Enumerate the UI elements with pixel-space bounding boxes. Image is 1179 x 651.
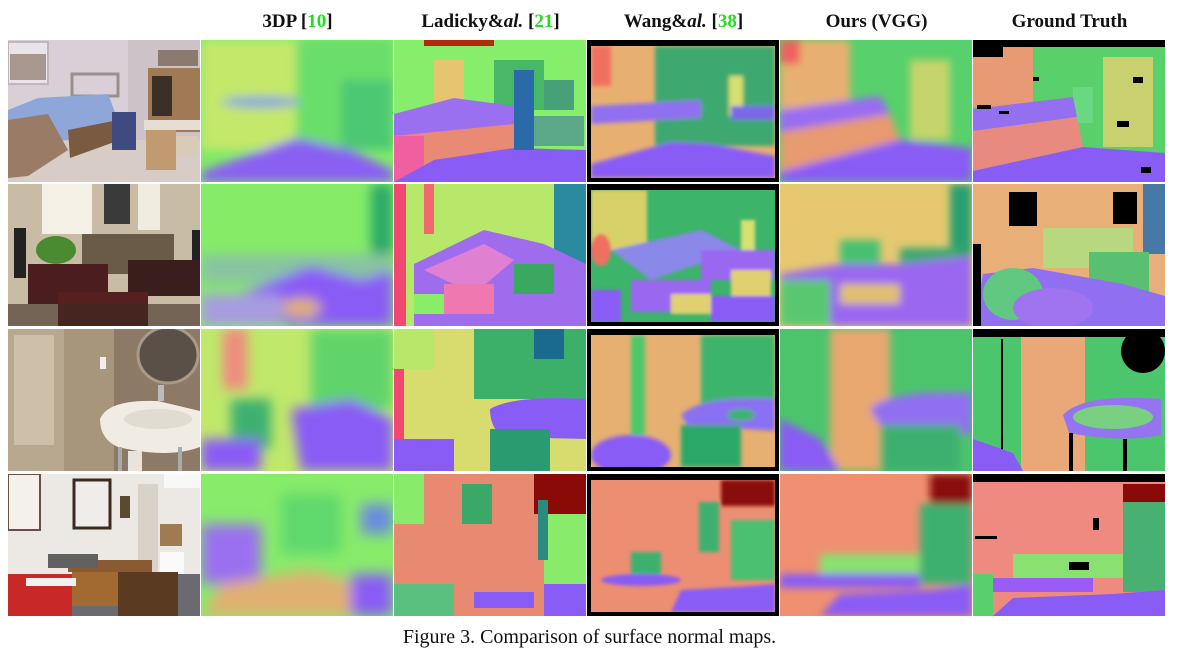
ground-truth-bathroom-normal-map: [973, 329, 1165, 471]
rgb-bathroom-image: [8, 329, 200, 471]
ladicky-living-room-normal-map: [394, 184, 586, 326]
rgb-living-room-image: [8, 184, 200, 326]
header-ladicky: Ladicky&al. [21]: [394, 8, 587, 36]
3dp-bathroom-normal-map: [201, 329, 393, 471]
image-grid: [8, 40, 1165, 617]
header-bracket: ]: [553, 11, 560, 32]
ladicky-office-normal-map: [394, 474, 586, 616]
ours-vgg-bathroom-normal-map: [780, 329, 972, 471]
3dp-office-normal-map: [201, 474, 393, 616]
ours-vgg-office-normal-map: [780, 474, 972, 616]
citation-link[interactable]: 21: [534, 11, 554, 32]
header-bracket: [: [523, 11, 535, 32]
header-label: Ground Truth: [1011, 11, 1128, 32]
ours-vgg-bedroom-normal-map: [780, 40, 972, 182]
3dp-bedroom-normal-map: [201, 40, 393, 182]
header-label: Wang&: [623, 11, 688, 32]
citation-link[interactable]: 10: [307, 11, 327, 32]
header-bracket: [: [706, 11, 718, 32]
header-ground-truth: Ground Truth: [973, 8, 1166, 36]
header-ours-vgg: Ours (VGG): [780, 8, 973, 36]
header-bracket: ]: [326, 11, 333, 32]
citation-link[interactable]: 38: [717, 11, 737, 32]
ladicky-bedroom-normal-map: [394, 40, 586, 182]
wang-bathroom-normal-map: [587, 329, 779, 471]
header-3dp: 3DP [10]: [201, 8, 394, 36]
ground-truth-bedroom-normal-map: [973, 40, 1165, 182]
header-label: 3DP [: [262, 11, 308, 32]
header-label: Ours (VGG): [825, 11, 928, 32]
ground-truth-office-normal-map: [973, 474, 1165, 616]
3dp-living-room-normal-map: [201, 184, 393, 326]
ground-truth-living-room-normal-map: [973, 184, 1165, 326]
header-wang: Wang&al. [38]: [587, 8, 780, 36]
rgb-office-image: [8, 474, 200, 616]
ladicky-bathroom-normal-map: [394, 329, 586, 471]
header-label: Ladicky&: [421, 11, 504, 32]
rgb-bedroom-image: [8, 40, 200, 182]
header-label-italic: al.: [687, 11, 707, 32]
header-bracket: ]: [736, 11, 744, 32]
wang-living-room-normal-map: [587, 184, 779, 326]
wang-office-normal-map: [587, 474, 779, 616]
figure-caption: Figure 3. Comparison of surface normal m…: [402, 626, 777, 648]
wang-bedroom-normal-map: [587, 40, 779, 182]
header-label-italic: al.: [503, 11, 524, 32]
column-headers: 3DP [10] Ladicky&al. [21] Wang&al. [38] …: [8, 8, 1164, 38]
ours-vgg-living-room-normal-map: [780, 184, 972, 326]
